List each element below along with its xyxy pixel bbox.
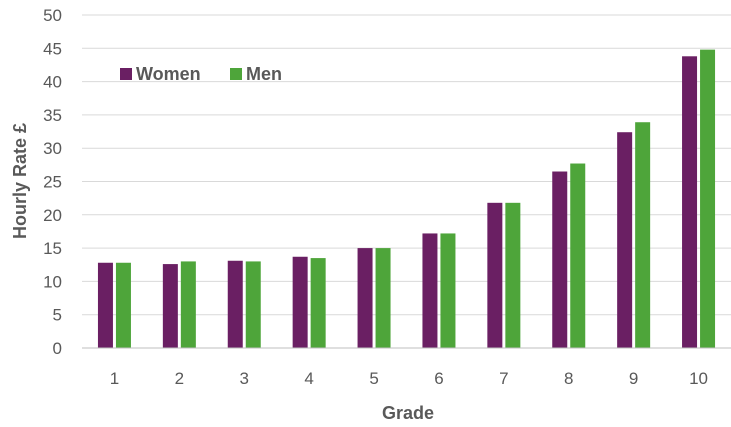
bar-women-grade-1 <box>97 262 113 348</box>
bar-women-grade-9 <box>617 132 633 348</box>
x-axis-title: Grade <box>382 403 434 423</box>
x-tick-label: 4 <box>304 369 313 388</box>
legend: Women Men <box>120 64 282 84</box>
legend-label-men: Men <box>246 64 282 84</box>
bar-men-grade-6 <box>440 233 456 348</box>
bar-women-grade-5 <box>357 248 373 348</box>
bar-women-grade-10 <box>682 56 698 349</box>
y-tick-label: 45 <box>43 39 62 58</box>
bar-women-grade-6 <box>422 233 438 348</box>
x-tick-label: 8 <box>564 369 573 388</box>
bar-women-grade-4 <box>292 256 308 348</box>
x-tick-label: 5 <box>369 369 378 388</box>
x-tick-label: 3 <box>240 369 249 388</box>
legend-label-women: Women <box>136 64 201 84</box>
bar-men-grade-8 <box>570 163 586 348</box>
y-axis-ticks: 0 5 10 15 20 25 30 35 40 45 50 <box>43 6 62 358</box>
bar-men-grade-5 <box>375 248 391 348</box>
bar-men-grade-9 <box>635 122 651 348</box>
y-tick-label: 0 <box>53 339 62 358</box>
bar-men-grade-4 <box>310 258 326 348</box>
x-tick-label: 7 <box>499 369 508 388</box>
bar-women-grade-2 <box>162 264 178 348</box>
legend-swatch-men <box>230 68 242 80</box>
x-tick-label: 6 <box>434 369 443 388</box>
y-tick-label: 15 <box>43 239 62 258</box>
y-tick-label: 30 <box>43 139 62 158</box>
bar-women-grade-7 <box>487 202 503 348</box>
y-tick-label: 20 <box>43 206 62 225</box>
y-tick-label: 50 <box>43 6 62 25</box>
bar-men-grade-2 <box>180 261 196 348</box>
y-axis-title: Hourly Rate £ <box>10 123 30 239</box>
y-tick-label: 25 <box>43 173 62 192</box>
bar-men-grade-7 <box>505 202 521 348</box>
bar-men-grade-3 <box>245 261 261 348</box>
x-tick-label: 9 <box>629 369 638 388</box>
x-tick-label: 1 <box>110 369 119 388</box>
gridlines <box>82 14 731 316</box>
bars <box>97 49 716 349</box>
bar-men-grade-10 <box>700 49 716 349</box>
y-tick-label: 10 <box>43 272 62 291</box>
legend-swatch-women <box>120 68 132 80</box>
x-tick-label: 2 <box>175 369 184 388</box>
y-tick-label: 5 <box>53 306 62 325</box>
bar-men-grade-1 <box>115 262 131 348</box>
y-tick-label: 40 <box>43 73 62 92</box>
y-tick-label: 35 <box>43 106 62 125</box>
bar-women-grade-3 <box>227 260 243 348</box>
x-axis-ticks: 1 2 3 4 5 6 7 8 9 10 <box>110 369 708 388</box>
bar-women-grade-8 <box>552 171 568 348</box>
x-tick-label: 10 <box>689 369 708 388</box>
